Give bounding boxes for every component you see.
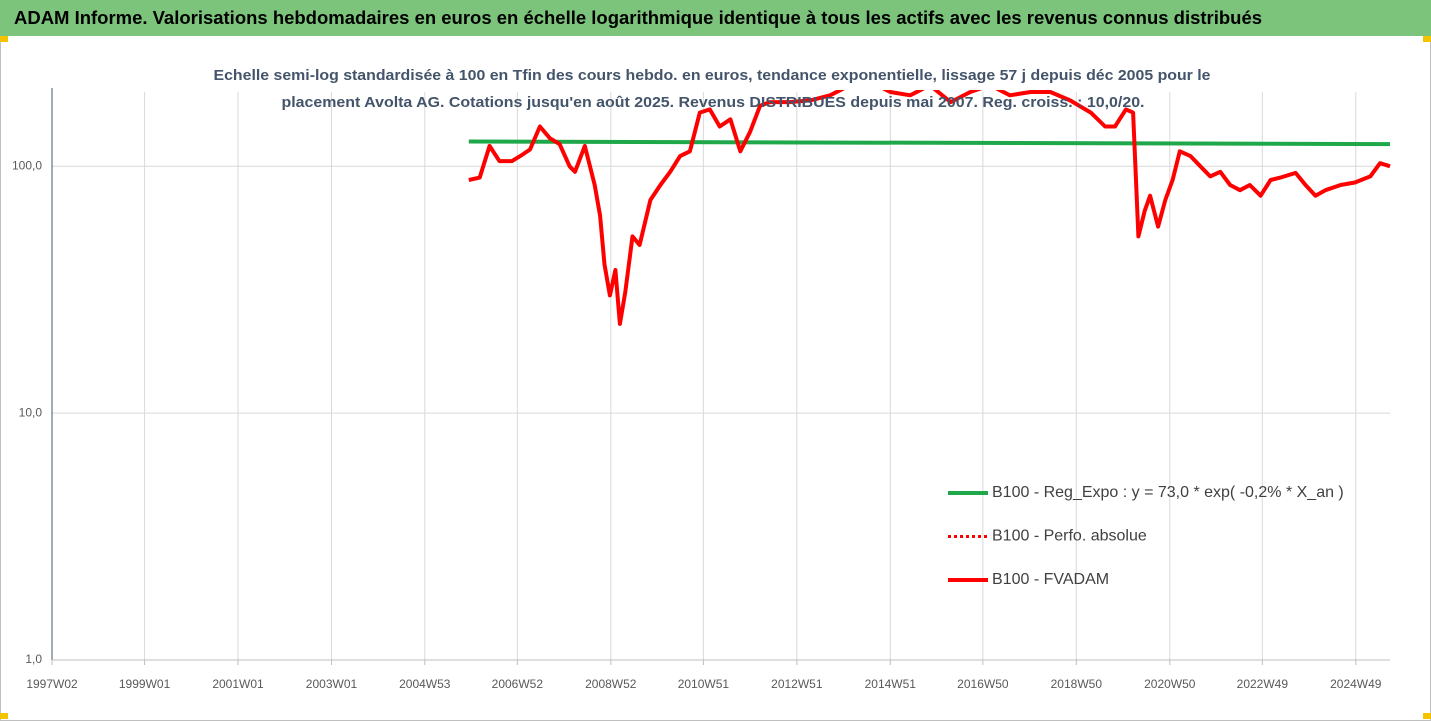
x-tick-label: 2014W51 [865, 677, 917, 691]
y-tick-label: 100,0 [12, 158, 42, 172]
x-tick-label: 2006W52 [492, 677, 544, 691]
data-line [468, 139, 1391, 147]
x-tick-label: 2016W50 [957, 677, 1009, 691]
x-tick-label: 2018W50 [1051, 677, 1103, 691]
x-tick-label: 2010W51 [678, 677, 730, 691]
corner-mark [1423, 36, 1431, 42]
chart-subtitle: placement Avolta AG. Cotations jusqu'en … [282, 94, 1145, 111]
legend-label: B100 - FVADAM [992, 571, 1109, 588]
x-tick-label: 1997W02 [26, 677, 78, 691]
x-tick-label: 2012W51 [771, 677, 823, 691]
x-tick-label: 2024W49 [1330, 677, 1382, 691]
x-tick-label: 1999W01 [119, 677, 171, 691]
title-banner [0, 0, 1431, 36]
x-tick-label: 2001W01 [212, 677, 264, 691]
corner-mark [0, 36, 8, 42]
x-tick-label: 2003W01 [306, 677, 358, 691]
corner-mark [0, 713, 8, 719]
x-tick-label: 2020W50 [1144, 677, 1196, 691]
legend-label: B100 - Reg_Expo : y = 73,0 * exp( -0,2% … [992, 484, 1344, 501]
chart-subtitle: Echelle semi-log standardisée à 100 en T… [214, 67, 1211, 84]
chart-title: ADAM Informe. Valorisations hebdomadaire… [14, 8, 1262, 28]
legend-label: B100 - Perfo. absolue [992, 528, 1147, 545]
x-tick-label: 2004W53 [399, 677, 451, 691]
y-tick-label: 1,0 [25, 652, 42, 666]
x-tick-label: 2022W49 [1237, 677, 1289, 691]
x-tick-label: 2008W52 [585, 677, 637, 691]
corner-mark [1423, 713, 1431, 719]
y-tick-label: 10,0 [19, 405, 43, 419]
data-line [468, 90, 1391, 326]
